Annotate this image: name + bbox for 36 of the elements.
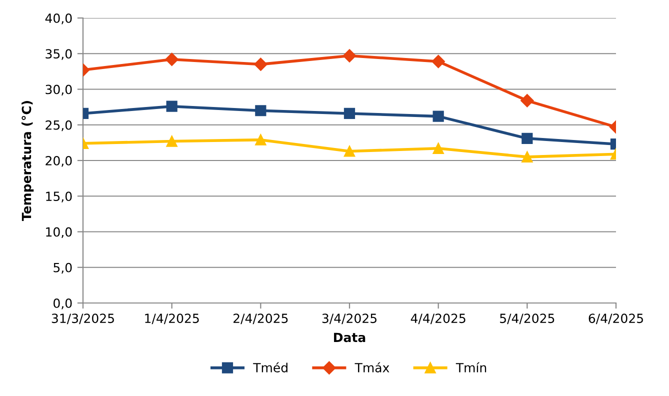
point [344, 146, 356, 157]
point [432, 54, 445, 68]
y-tick-label: 10,0 [46, 227, 72, 238]
x-tick-label: 1/4/2025 [145, 314, 199, 324]
legend-label: Tméd [253, 362, 288, 372]
point [344, 108, 356, 120]
point [522, 151, 533, 162]
y-tick-label: 5,0 [54, 262, 72, 274]
point [254, 58, 268, 71]
x-tick-label: 6/4/2025 [588, 314, 643, 324]
y-tick-label: 40,0 [45, 13, 72, 24]
point [255, 105, 266, 116]
y-tick-label: 35,0 [46, 49, 72, 60]
y-tick-label: 25,0 [46, 120, 72, 132]
x-axis-title: Data [334, 332, 366, 342]
x-tick-label: 2/4/2025 [234, 314, 288, 324]
legend-label: Tmáx [354, 362, 390, 372]
y-axis-title: Temperatura (°C) [22, 101, 34, 221]
point [166, 100, 178, 112]
y-tick-label: 0,0 [54, 298, 72, 310]
point [165, 52, 178, 66]
point [166, 136, 178, 147]
point [432, 110, 444, 122]
x-tick-label: 4/4/2025 [410, 314, 466, 324]
x-tick-label: 5/4/2025 [500, 314, 554, 324]
x-tick-label: 31/3/2025 [52, 314, 114, 324]
point [255, 134, 266, 146]
point [432, 142, 444, 154]
y-tick-label: 20,0 [46, 156, 72, 167]
x-tick-label: 3/4/2025 [322, 314, 376, 324]
point [520, 94, 534, 108]
point [342, 49, 356, 62]
point [522, 132, 533, 144]
y-tick-label: 30,0 [46, 84, 72, 96]
legend-label: Tmín [456, 362, 486, 372]
y-tick-label: 15,0 [46, 192, 72, 202]
